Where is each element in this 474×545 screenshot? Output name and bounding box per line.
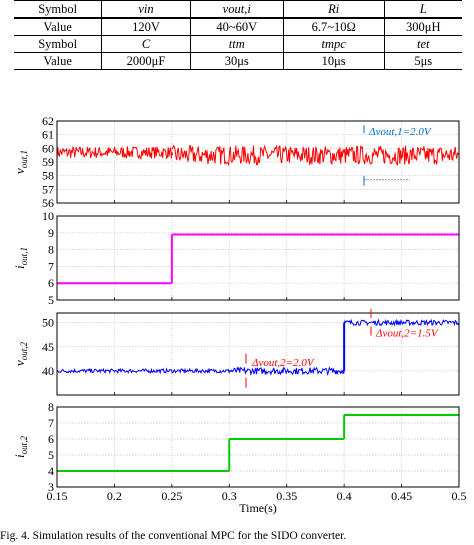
series-segment [228,366,345,377]
y-tick-label: 7 [48,259,54,273]
table-cell: 120V [101,17,191,36]
series-line [57,233,459,285]
x-tick-label: 0.2 [107,489,122,503]
y-axis-label: iout,2 [12,436,29,458]
annotation-label: Δvout,1=2.0V [368,126,432,138]
y-tick-label: 56 [42,196,54,210]
table-cell: 30μs [189,52,284,70]
x-tick-label: 0.3 [222,489,237,503]
table-cell: 300μH [383,17,462,36]
series-line [56,144,460,167]
y-axis-label: vout,2 [12,341,29,366]
table-cell: C [101,35,191,53]
y-tick-label: 45 [42,340,54,354]
y-tick-label: 6 [48,276,54,290]
table-cell: 10μs [282,52,385,70]
y-tick-label: 10 [42,209,54,223]
x-tick-label: 0.5 [452,489,467,503]
y-axis-label: vout,1 [12,150,29,174]
table-cell: 2000μF [101,52,191,70]
x-tick-label: 0.15 [47,489,68,503]
plot-frame [56,120,460,204]
figure-caption: Fig. 4. Simulation results of the conven… [0,530,347,542]
table-cell: Symbol [14,35,103,53]
y-tick-label: 7 [48,416,54,430]
series-segment [343,318,460,327]
parameter-table: Symbol vin vout,i Ri L Value 120V 40~60V… [14,0,462,70]
x-axis-label: Time(s) [239,501,277,515]
y-tick-label: 50 [42,316,54,330]
y-tick-label: 3 [48,480,54,494]
plot-frame [56,215,460,301]
y-axis-label: iout,1 [12,247,29,269]
y-tick-label: 62 [42,114,54,128]
table-cell: 40~60V [189,17,284,36]
y-tick-label: 6 [48,432,54,446]
series-segment [171,144,460,167]
plot-frame [56,406,460,488]
annotation-label: Δvout,2=2.0V [251,357,315,369]
x-tick-label: 0.35 [276,489,297,503]
table-cell: Value [14,17,103,36]
table-cell: tmpc [282,35,385,53]
y-tick-label: 4 [48,464,54,478]
y-tick-label: 8 [48,400,54,414]
y-tick-label: 9 [48,226,54,240]
series-segment [56,145,173,160]
y-tick-label: 40 [42,364,54,378]
y-tick-label: 58 [42,169,54,183]
table-cell: 6.7~10Ω [282,17,385,36]
y-tick-label: 5 [48,448,54,462]
y-tick-label: 61 [42,128,54,142]
table-cell: ttm [189,35,284,53]
y-tick-label: 57 [42,182,54,196]
table-cell: 5μs [383,52,462,70]
y-tick-label: 59 [42,155,54,169]
series-segment [56,367,230,375]
plot-frame [56,312,460,396]
x-tick-label: 0.45 [391,489,412,503]
annotation-label: Δvout,2=1.5V [375,328,439,340]
y-tick-label: 60 [42,141,54,155]
series-line [57,414,459,472]
x-tick-label: 0.4 [337,489,352,503]
series-line [56,318,460,377]
y-tick-label: 5 [48,293,54,307]
x-tick-label: 0.25 [161,489,182,503]
table-cell: tet [383,35,462,53]
table-cell: Value [14,52,103,70]
y-tick-label: 8 [48,243,54,257]
